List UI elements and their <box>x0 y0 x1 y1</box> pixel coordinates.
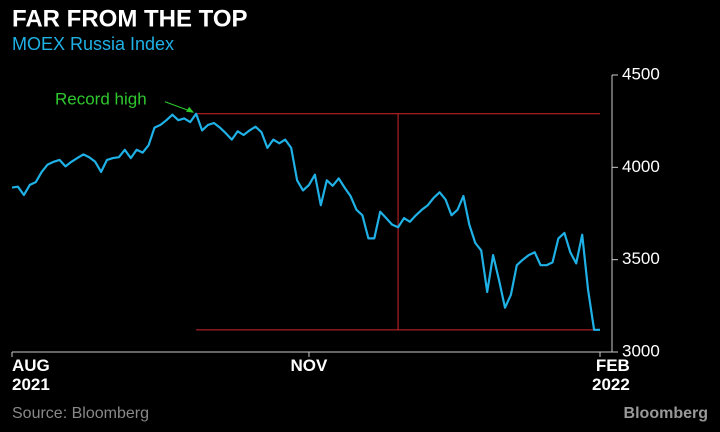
source: Source: Bloomberg <box>12 405 149 422</box>
x-tick-label: FEB 2022 <box>592 356 630 394</box>
y-tick-label: 4000 <box>622 157 660 176</box>
line-series <box>11 112 600 331</box>
y-tick-label: 3500 <box>622 249 660 268</box>
brand: Bloomberg <box>624 405 708 422</box>
annotation: Record high <box>55 89 147 108</box>
x-tick-label: AUG 2021 <box>12 356 50 394</box>
chart-title: FAR FROM THE TOP <box>12 5 248 32</box>
annotation-arrowhead <box>186 106 195 113</box>
chart-subtitle: MOEX Russia Index <box>12 34 174 54</box>
y-tick-label: 4500 <box>622 64 660 83</box>
y-tick-label: 3000 <box>622 341 660 360</box>
x-tick-label: NOV <box>290 356 328 375</box>
